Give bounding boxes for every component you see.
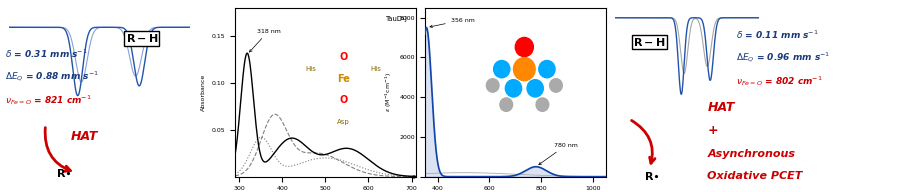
Y-axis label: Absorbance: Absorbance xyxy=(200,74,206,111)
Text: 318 nm: 318 nm xyxy=(249,29,280,52)
Text: Oxidative PCET: Oxidative PCET xyxy=(706,170,802,180)
Text: $\bf{R-H}$: $\bf{R-H}$ xyxy=(632,36,665,48)
Text: $\nu_{Fe=O}$ = 821 cm$^{-1}$: $\nu_{Fe=O}$ = 821 cm$^{-1}$ xyxy=(5,93,92,107)
Text: $\delta$ = 0.11 mm s$^{-1}$: $\delta$ = 0.11 mm s$^{-1}$ xyxy=(735,28,818,41)
Text: 356 nm: 356 nm xyxy=(430,18,474,28)
Text: $\bf{R-H}$: $\bf{R-H}$ xyxy=(126,32,158,44)
Circle shape xyxy=(538,60,554,78)
Circle shape xyxy=(515,37,533,57)
Text: $\Delta E_Q$ = 0.88 mm s$^{-1}$: $\Delta E_Q$ = 0.88 mm s$^{-1}$ xyxy=(5,70,99,84)
Circle shape xyxy=(505,80,521,97)
Text: O: O xyxy=(339,52,348,62)
Circle shape xyxy=(535,98,548,111)
Text: TauD-J: TauD-J xyxy=(385,16,406,22)
Text: O: O xyxy=(339,95,348,105)
Text: $\delta$ = 0.31 mm s$^{-1}$: $\delta$ = 0.31 mm s$^{-1}$ xyxy=(5,48,88,60)
Text: R$\bullet$: R$\bullet$ xyxy=(56,167,71,179)
Text: 780 nm: 780 nm xyxy=(538,143,577,165)
Text: HAT: HAT xyxy=(706,101,734,114)
Text: Fe: Fe xyxy=(337,74,349,84)
Circle shape xyxy=(486,79,498,92)
Text: $\nu_{Fe=O}$ = 802 cm$^{-1}$: $\nu_{Fe=O}$ = 802 cm$^{-1}$ xyxy=(735,74,822,88)
Circle shape xyxy=(549,79,562,92)
Circle shape xyxy=(493,60,509,78)
Circle shape xyxy=(526,80,543,97)
Text: His: His xyxy=(305,66,316,72)
Text: HAT: HAT xyxy=(70,130,98,143)
Text: $\Delta E_Q$ = 0.96 mm s$^{-1}$: $\Delta E_Q$ = 0.96 mm s$^{-1}$ xyxy=(735,50,830,65)
Circle shape xyxy=(513,58,535,81)
Text: Asynchronous: Asynchronous xyxy=(706,149,795,159)
Y-axis label: $\varepsilon$ (M$^{-1}$cm$^{-1}$): $\varepsilon$ (M$^{-1}$cm$^{-1}$) xyxy=(383,72,394,112)
Text: His: His xyxy=(370,66,381,72)
Text: Asp: Asp xyxy=(337,119,349,125)
Circle shape xyxy=(499,98,512,111)
Text: R$\bullet$: R$\bullet$ xyxy=(643,170,658,182)
Text: +: + xyxy=(706,124,717,137)
